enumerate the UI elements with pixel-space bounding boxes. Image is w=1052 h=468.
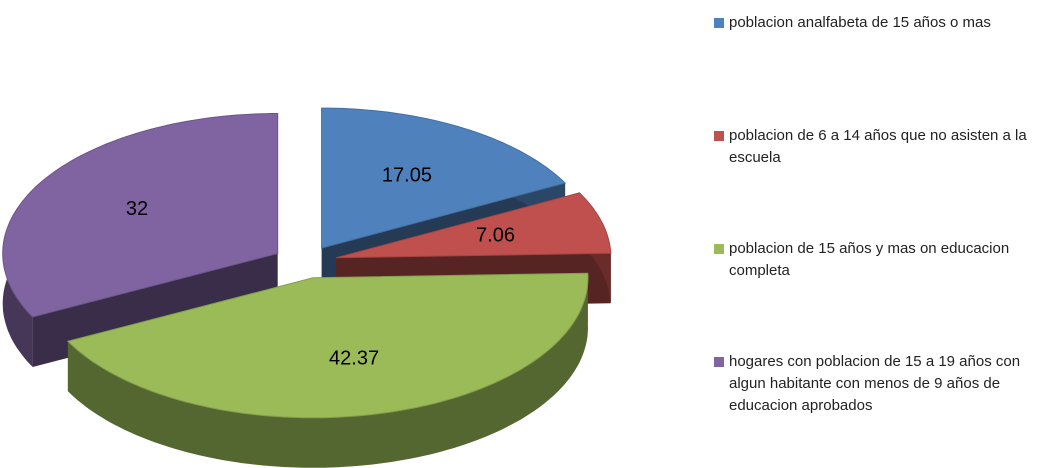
data-label: 7.06 — [476, 225, 515, 247]
slice — [66, 272, 589, 419]
legend-swatch — [714, 244, 724, 254]
data-label: 42.37 — [329, 347, 379, 369]
data-label: 32 — [126, 198, 148, 220]
slice-side — [67, 273, 588, 468]
legend-entry: poblacion analfabeta de 15 años o mas — [714, 12, 1034, 34]
legend-entry: hogares con poblacion de 15 a 19 años co… — [714, 351, 1034, 417]
chart: 17.05 7.06 42.37 32 — [2, 107, 612, 468]
legend-label: poblacion de 6 a 14 años que no asisten … — [729, 127, 1027, 166]
slice — [335, 192, 612, 259]
legend-label: poblacion analfabeta de 15 años o mas — [729, 14, 991, 31]
legend-entry: poblacion de 6 a 14 años que no asisten … — [714, 125, 1034, 169]
legend-swatch — [714, 357, 724, 367]
legend-label: poblacion de 15 años y mas on educacion … — [729, 240, 1010, 279]
legend-label: hogares con poblacion de 15 a 19 años co… — [729, 353, 1021, 414]
data-label: 17.05 — [382, 164, 432, 186]
slice — [66, 272, 589, 468]
legend-swatch — [714, 131, 724, 141]
slice — [321, 107, 567, 249]
slice — [2, 113, 279, 318]
legend-swatch — [714, 18, 724, 28]
legend-entry: poblacion de 15 años y mas on educacion … — [714, 238, 1034, 282]
